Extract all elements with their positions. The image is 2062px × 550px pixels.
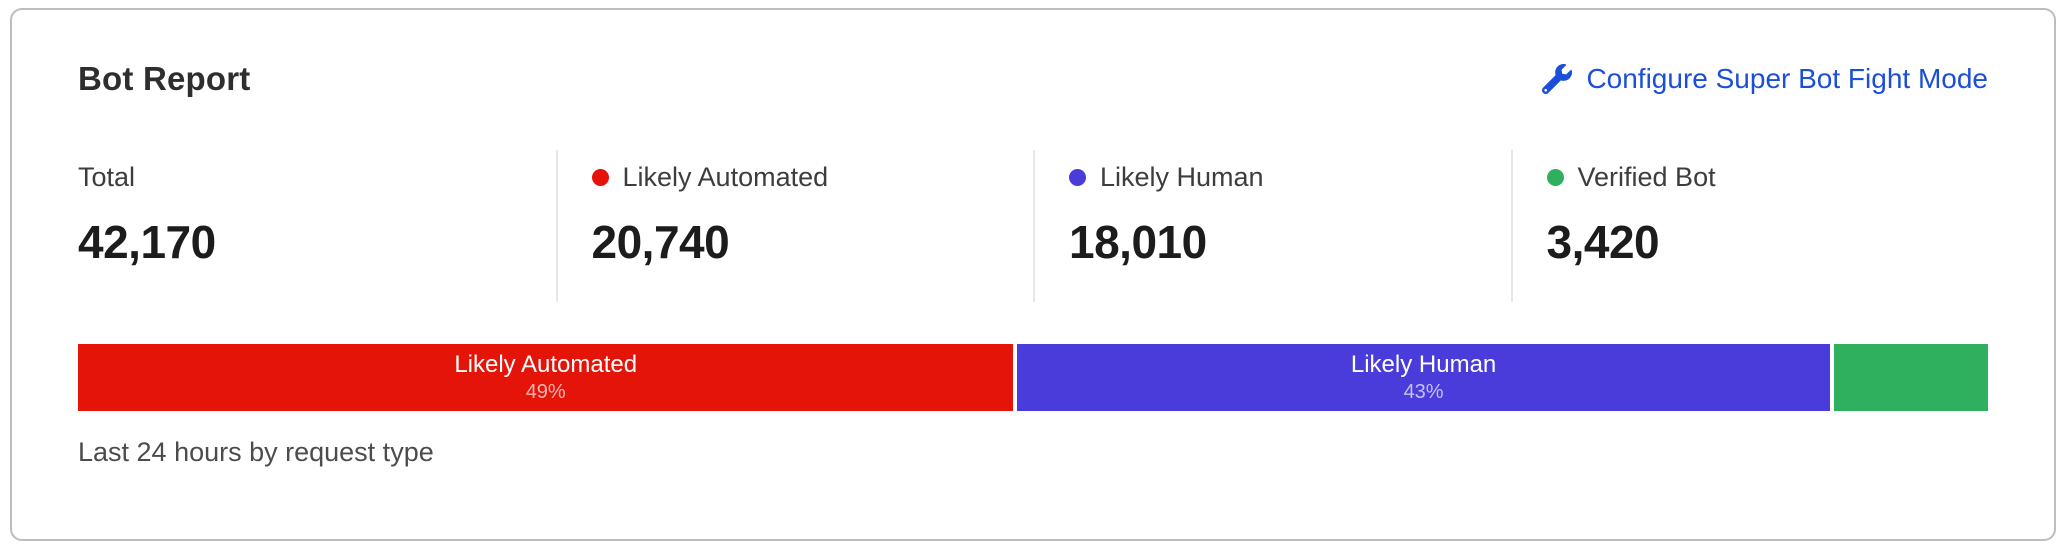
stat-label: Total	[78, 162, 136, 192]
configure-link[interactable]: Configure Super Bot Fight Mode	[1542, 63, 1988, 95]
stat-value: 42,170	[78, 216, 216, 268]
stat-value: 20,740	[591, 216, 730, 268]
stat-label: Verified Bot	[1577, 162, 1716, 192]
bot-report-card: Bot Report Configure Super Bot Fight Mod…	[10, 8, 2056, 541]
stat-likely-human: Likely Human 18,010	[1033, 150, 1511, 302]
bar-segment-verified-bot	[1833, 344, 1988, 411]
likely-human-dot-icon	[1069, 169, 1086, 186]
segment-percent: 49%	[525, 381, 566, 403]
segment-percent: 43%	[1403, 381, 1444, 403]
bar-segment-likely-automated: Likely Automated 49%	[78, 344, 1014, 411]
segment-label: Likely Automated	[454, 351, 638, 378]
configure-link-label: Configure Super Bot Fight Mode	[1586, 63, 1988, 94]
likely-automated-dot-icon	[591, 169, 609, 186]
stat-verified-bot: Verified Bot 3,420	[1510, 150, 1989, 302]
stat-value: 3,420	[1546, 216, 1660, 268]
bar-segment-likely-human: Likely Human 43%	[1017, 344, 1830, 411]
card-header: Bot Report Configure Super Bot Fight Mod…	[78, 60, 1988, 98]
wrench-icon	[1542, 64, 1573, 95]
bar-caption: Last 24 hours by request type	[78, 437, 434, 467]
stat-label: Likely Human	[1100, 162, 1264, 192]
stat-likely-automated: Likely Automated 20,740	[555, 150, 1034, 302]
page-title: Bot Report	[78, 60, 251, 97]
stat-label: Likely Automated	[622, 162, 829, 192]
verified-bot-dot-icon	[1546, 169, 1564, 186]
stats-row: Total 42,170 Likely Automated 20,740 Lik…	[78, 150, 1988, 302]
stat-total: Total 42,170	[78, 150, 556, 302]
segment-label: Likely Human	[1350, 351, 1497, 378]
request-type-stacked-bar: Likely Automated 49% Likely Human 43%	[78, 344, 1988, 411]
stat-value: 18,010	[1069, 216, 1207, 268]
